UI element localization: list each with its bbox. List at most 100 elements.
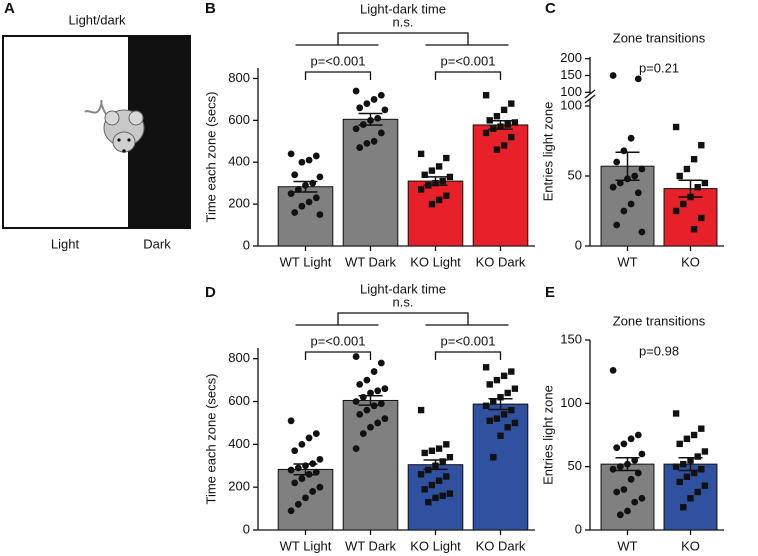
data-point bbox=[370, 368, 378, 375]
y-tick-label: 50 bbox=[568, 458, 582, 473]
data-point bbox=[312, 194, 320, 202]
data-point bbox=[683, 165, 691, 173]
data-point bbox=[508, 100, 515, 107]
zone-label: Light bbox=[51, 236, 80, 251]
comparison-label: p=<0.001 bbox=[311, 53, 366, 68]
data-point bbox=[356, 104, 364, 112]
data-point bbox=[291, 479, 299, 487]
overall-label: n.s. bbox=[393, 14, 414, 29]
data-point bbox=[298, 475, 306, 483]
bar bbox=[472, 124, 529, 247]
data-point bbox=[352, 87, 360, 95]
data-point bbox=[627, 200, 635, 208]
data-point bbox=[439, 177, 446, 185]
data-point bbox=[627, 435, 635, 443]
data-point bbox=[672, 463, 680, 470]
data-point bbox=[631, 498, 639, 506]
data-point bbox=[435, 477, 443, 484]
y-tick-label: 0 bbox=[243, 237, 250, 252]
data-point bbox=[508, 133, 515, 141]
data-point bbox=[701, 482, 709, 489]
comparison-bracket bbox=[434, 351, 502, 360]
data-point bbox=[370, 137, 378, 145]
data-point bbox=[694, 184, 701, 191]
x-tick-label: WT Light bbox=[280, 254, 332, 269]
data-point bbox=[443, 441, 450, 448]
y-axis-label: Time each zone (secs) bbox=[203, 91, 218, 222]
data-point bbox=[287, 190, 295, 198]
data-point bbox=[482, 129, 490, 137]
bar bbox=[600, 463, 655, 531]
x-tick-label: WT bbox=[617, 538, 637, 553]
axis-break bbox=[584, 89, 596, 99]
data-point bbox=[381, 415, 389, 423]
data-point bbox=[500, 411, 508, 418]
y-tick-label: 150 bbox=[560, 67, 582, 82]
data-point bbox=[298, 440, 306, 448]
data-point bbox=[428, 447, 436, 454]
data-point bbox=[356, 381, 364, 388]
error-bar bbox=[615, 457, 640, 472]
data-point bbox=[298, 158, 306, 166]
data-point bbox=[439, 458, 446, 465]
data-point bbox=[287, 150, 295, 158]
data-point bbox=[634, 189, 642, 197]
bar bbox=[342, 118, 399, 247]
y-axis-label: Entries light zone bbox=[540, 385, 555, 485]
data-point bbox=[609, 367, 617, 374]
data-point bbox=[302, 494, 309, 502]
y-axis-label: Entries light zone bbox=[540, 102, 555, 202]
data-point bbox=[428, 200, 436, 208]
data-point bbox=[687, 495, 694, 502]
data-point bbox=[504, 121, 511, 128]
data-point bbox=[631, 456, 639, 464]
data-point bbox=[631, 172, 639, 180]
panel-letter: D bbox=[205, 284, 216, 301]
data-point bbox=[620, 207, 628, 215]
data-point bbox=[638, 165, 646, 173]
comparison-bracket bbox=[304, 71, 372, 80]
data-point bbox=[690, 431, 698, 439]
data-point bbox=[497, 432, 504, 439]
data-point bbox=[352, 353, 360, 360]
chart-title: Light-dark time bbox=[360, 281, 446, 296]
data-point bbox=[291, 447, 299, 455]
data-point bbox=[305, 156, 313, 164]
data-point bbox=[446, 454, 454, 461]
data-point bbox=[701, 448, 709, 455]
y-tick-label: 100 bbox=[560, 84, 582, 99]
data-point bbox=[316, 211, 324, 218]
data-point bbox=[356, 144, 364, 151]
y-tick-label: 800 bbox=[228, 70, 250, 85]
data-point bbox=[482, 402, 490, 410]
data-point bbox=[359, 430, 367, 438]
data-point bbox=[291, 209, 299, 216]
data-point bbox=[417, 150, 425, 158]
data-point bbox=[486, 381, 493, 388]
bar bbox=[342, 399, 399, 531]
data-point bbox=[377, 129, 385, 137]
y-tick-label: 100 bbox=[560, 97, 582, 112]
data-point bbox=[417, 186, 425, 193]
y-tick-label: 800 bbox=[228, 350, 250, 365]
data-point bbox=[620, 440, 628, 448]
data-point bbox=[446, 173, 454, 181]
data-point bbox=[638, 450, 646, 458]
data-point bbox=[683, 473, 691, 480]
data-point bbox=[287, 417, 295, 425]
data-point bbox=[377, 91, 385, 99]
error-bar bbox=[678, 179, 703, 198]
data-point bbox=[312, 430, 320, 438]
y-axis-label: Time each zone (secs) bbox=[203, 373, 218, 504]
data-point bbox=[435, 196, 443, 204]
y-tick-label: 0 bbox=[575, 237, 582, 252]
data-point bbox=[381, 385, 389, 393]
data-point bbox=[504, 389, 511, 397]
data-point bbox=[676, 172, 683, 180]
data-point bbox=[305, 198, 313, 206]
chart-title: Zone transitions bbox=[613, 30, 706, 45]
data-point bbox=[294, 464, 302, 472]
data-point bbox=[443, 154, 450, 162]
data-point bbox=[363, 100, 371, 107]
data-point bbox=[417, 471, 425, 478]
